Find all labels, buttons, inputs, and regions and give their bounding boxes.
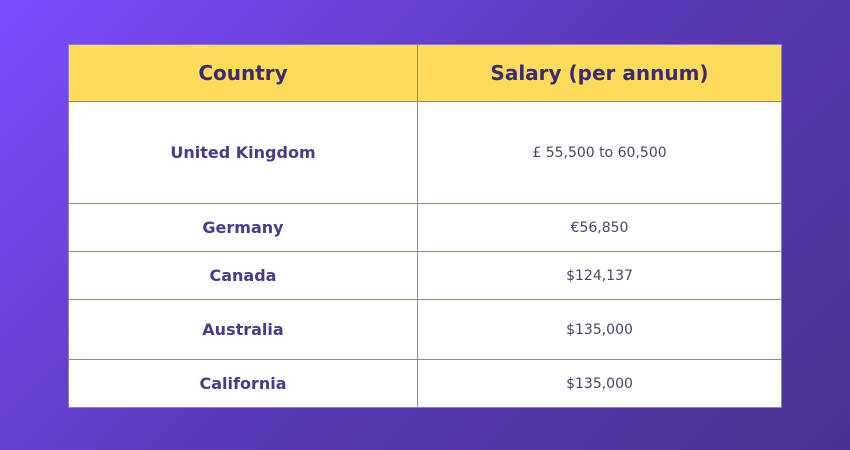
country-cell: United Kingdom (68, 101, 418, 204)
salary-table: Country Salary (per annum) United Kingdo… (68, 44, 782, 408)
header-cell: Country (68, 44, 418, 102)
header-cell: Salary (per annum) (417, 44, 782, 102)
country-cell: California (68, 359, 418, 408)
row: Canada $124,137 (68, 251, 782, 300)
row: Germany €56,850 (68, 203, 782, 252)
country-cell: Australia (68, 299, 418, 360)
salary-cell: $135,000 (417, 359, 782, 408)
salary-cell: $135,000 (417, 299, 782, 360)
salary-cell: $124,137 (417, 251, 782, 300)
row: United Kingdom £ 55,500 to 60,500 (68, 101, 782, 204)
header-row: Country Salary (per annum) (68, 44, 782, 102)
salary-cell: £ 55,500 to 60,500 (417, 101, 782, 204)
country-cell: Canada (68, 251, 418, 300)
row: California $135,000 (68, 359, 782, 408)
salary-cell: €56,850 (417, 203, 782, 252)
row: Australia $135,000 (68, 299, 782, 360)
country-cell: Germany (68, 203, 418, 252)
